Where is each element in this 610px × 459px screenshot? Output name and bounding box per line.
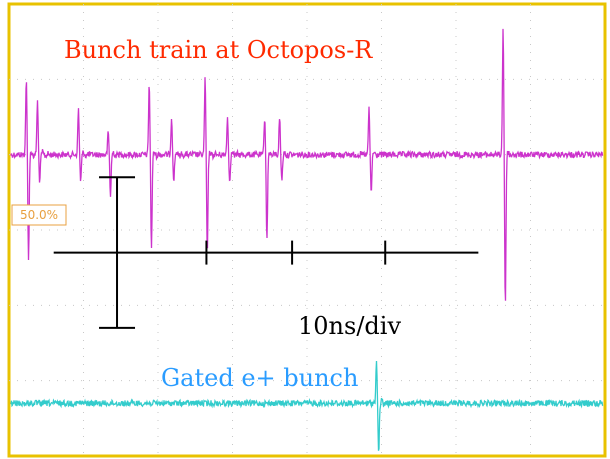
time-scale-label: 10ns/div bbox=[298, 312, 401, 340]
bottom-trace-label: Gated e+ bunch bbox=[161, 364, 358, 392]
time-scale-bar bbox=[53, 176, 479, 329]
trace-gated-bunch bbox=[10, 360, 604, 451]
graticule bbox=[9, 4, 605, 456]
channel-marker: 50.0% bbox=[11, 204, 67, 226]
channel-marker-label: 50.0% bbox=[20, 208, 58, 222]
traces bbox=[10, 28, 604, 451]
top-trace-label: Bunch train at Octopos-R bbox=[64, 36, 373, 64]
trace-bunch-train bbox=[10, 28, 604, 301]
